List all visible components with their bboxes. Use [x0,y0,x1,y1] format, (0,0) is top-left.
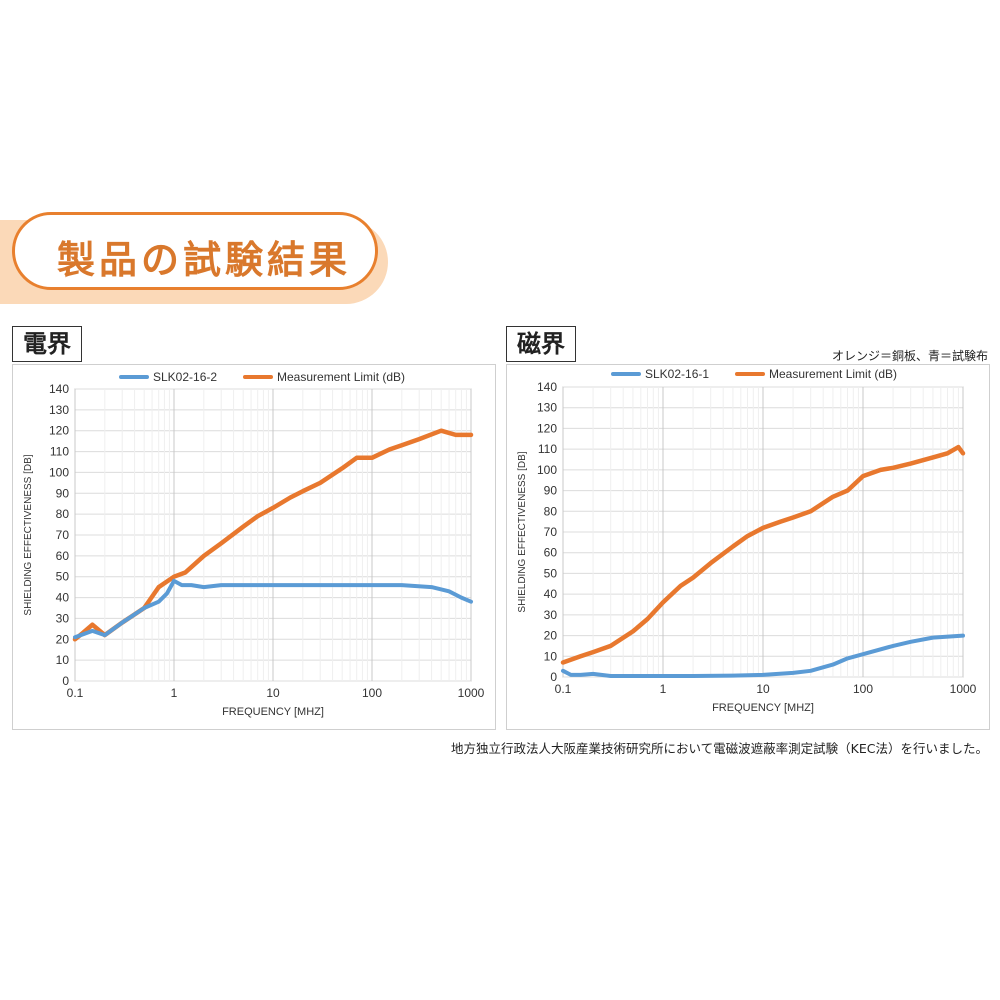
y-tick-label: 90 [544,484,558,498]
y-tick-label: 80 [544,504,558,518]
y-tick-label: 130 [49,403,69,417]
y-tick-label: 10 [56,653,70,667]
y-tick-label: 60 [544,546,558,560]
y-axis-label: SHIELDING EFFECTIVENESS [DB] [517,451,528,612]
banner-frame: 製品の試験結果 [12,212,378,290]
panel-label-electric: 電界 [12,326,82,362]
y-tick-label: 140 [537,380,557,394]
y-tick-label: 100 [537,463,557,477]
y-tick-label: 120 [49,424,69,438]
x-tick-label: 10 [756,682,770,696]
y-tick-label: 40 [544,587,558,601]
x-tick-label: 1 [171,686,178,700]
legend-label: Measurement Limit (dB) [769,367,897,381]
y-tick-label: 30 [56,611,70,625]
y-tick-label: 140 [49,382,69,396]
x-tick-label: 0.1 [555,682,572,696]
y-tick-label: 70 [544,525,558,539]
y-axis-label: SHIELDING EFFECTIVENESS [DB] [23,454,34,615]
footer-note: 地方独立行政法人大阪産業技術研究所において電磁波遮蔽率測定試験（KEC法）を行い… [451,741,988,756]
y-tick-label: 10 [544,649,558,663]
y-tick-label: 60 [56,549,70,563]
series-line-sample [73,578,473,640]
y-tick-label: 70 [56,528,70,542]
x-axis-label: FREQUENCY [MHZ] [712,702,814,714]
y-tick-label: 80 [56,507,70,521]
series-line-sample [561,633,965,678]
header-banner: 製品の試験結果 [0,210,400,306]
y-tick-label: 50 [56,570,70,584]
legend-label: SLK02-16-2 [153,370,217,384]
y-tick-label: 90 [56,486,70,500]
chart-frame-magnetic: 0 10 20 30 40 50 60 70 80 90 100 110 120 130 140 0.1 1 10… [506,364,990,730]
y-tick-label: 20 [544,629,558,643]
panel-label-magnetic: 磁界 [506,326,576,362]
x-tick-label: 1000 [458,686,485,700]
legend-label: SLK02-16-1 [645,367,709,381]
page-title: 製品の試験結果 [57,238,352,282]
x-axis-label: FREQUENCY [MHZ] [222,706,324,718]
x-tick-label: 100 [362,686,382,700]
y-tick-label: 120 [537,421,557,435]
x-tick-label: 1000 [950,682,977,696]
y-tick-label: 110 [50,445,69,459]
x-tick-label: 10 [266,686,280,700]
y-tick-label: 130 [537,401,557,415]
y-tick-label: 110 [538,442,557,456]
x-tick-label: 0.1 [67,686,84,700]
y-tick-label: 20 [56,632,70,646]
y-tick-label: 40 [56,591,70,605]
x-tick-label: 1 [660,682,667,696]
chart-frame-electric: 0 10 20 30 40 50 60 70 80 90 100 110 120 130 140 0.1 1 10… [12,364,496,730]
y-tick-label: 50 [544,566,558,580]
x-tick-label: 100 [853,682,873,696]
y-tick-label: 30 [544,608,558,622]
y-tick-label: 0 [550,670,557,684]
series-line-measurement-limit [560,444,966,665]
y-tick-label: 100 [49,465,69,479]
legend-note: オレンジ＝銅板、青＝試験布 [831,349,988,363]
legend-label: Measurement Limit (dB) [277,370,405,384]
y-tick-label: 0 [62,674,69,688]
